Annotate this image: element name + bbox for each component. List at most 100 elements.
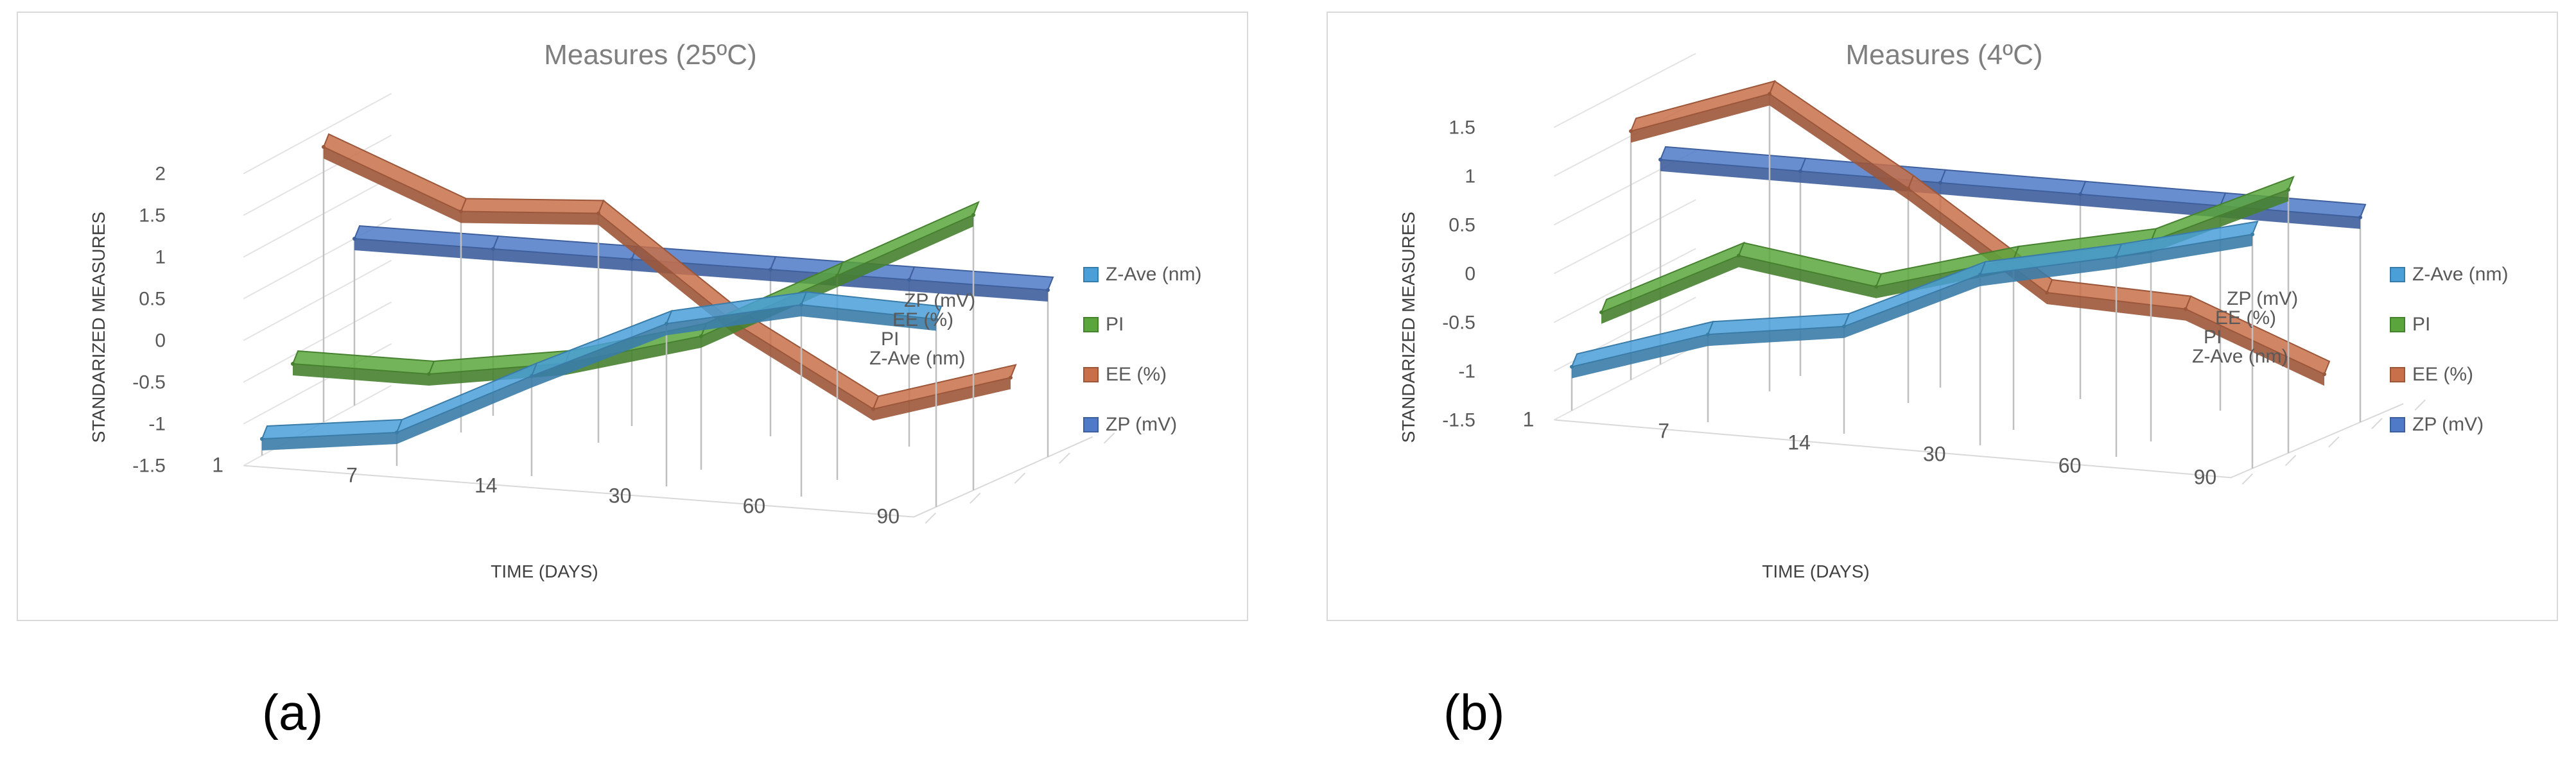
ribbon-face <box>397 376 532 444</box>
y-tick-label: 2 <box>155 164 166 185</box>
depth-tick <box>925 512 936 524</box>
data-point <box>1842 324 1846 329</box>
ribbon-face <box>262 432 397 450</box>
depth-axis-label: PI <box>881 329 899 350</box>
x-tick-label: 60 <box>2058 454 2082 477</box>
data-point <box>1768 92 1771 96</box>
floor-grid <box>1553 53 2426 485</box>
legend-label: EE (%) <box>1106 364 1167 385</box>
depth-tick <box>2414 399 2426 411</box>
legend-swatch-zp-mv <box>2390 417 2405 432</box>
subfigure-label-b: (b) <box>1443 684 1505 740</box>
ribbon-segment <box>1600 241 1745 314</box>
depth-tick <box>2328 436 2340 448</box>
x-axis-title: TIME (DAYS) <box>491 561 598 581</box>
data-point <box>1599 310 1603 314</box>
data-point <box>835 273 839 278</box>
data-point <box>2358 215 2362 219</box>
ribbon-face <box>493 249 632 271</box>
ribbon-segment <box>735 310 880 410</box>
legend-swatch-zp-mv <box>1083 417 1099 432</box>
gridline <box>1553 199 1696 275</box>
legend-swatch-pi <box>2390 317 2405 332</box>
depth-axis-label: ZP (mV) <box>2227 288 2298 309</box>
data-point <box>530 374 534 378</box>
ribbon-face <box>1980 257 2116 286</box>
x-tick-label: 14 <box>474 474 498 497</box>
gridline <box>243 134 392 216</box>
subfigure-label-a: (a) <box>262 684 324 740</box>
x-tick-label: 60 <box>743 495 766 518</box>
floor-edge <box>1554 403 2404 479</box>
data-point <box>491 247 495 251</box>
depth-axis-label: EE (%) <box>892 309 953 330</box>
depth-tick <box>2241 473 2254 485</box>
ribbon-face <box>873 377 1011 421</box>
y-tick-label: 0.5 <box>1449 214 1475 235</box>
x-tick-label: 1 <box>1523 407 1535 431</box>
data-point <box>427 372 431 376</box>
x-tick-label: 14 <box>1788 431 1811 454</box>
series-ee <box>1629 80 2331 403</box>
ribbon-segment <box>836 201 980 277</box>
ribbon-face <box>1601 255 1739 324</box>
gridline <box>1553 345 1696 421</box>
data-point <box>2250 232 2254 237</box>
legend-swatch-ee <box>1083 367 1099 382</box>
y-tick-label: -1 <box>1458 361 1475 382</box>
data-point <box>2322 372 2326 377</box>
ribbon-segment <box>908 266 1054 291</box>
data-point <box>1629 129 1633 133</box>
gridline <box>243 259 392 341</box>
ribbon-segment <box>872 364 1017 410</box>
depth-axis-label: PI <box>2204 327 2222 348</box>
data-point <box>291 362 295 366</box>
y-tick-label: -0.5 <box>1442 312 1475 333</box>
floor-edge <box>243 436 1093 518</box>
data-point <box>395 431 399 434</box>
data-point <box>1874 284 1878 289</box>
data-point <box>907 278 911 282</box>
legend: Z-Ave (nm) PI EE (%) ZP (mV) <box>2390 264 2508 435</box>
data-point <box>596 211 600 216</box>
ribbon-face <box>666 305 801 336</box>
gridline <box>243 176 392 258</box>
legend-swatch-ee <box>2390 367 2405 382</box>
x-tick-label: 30 <box>1923 442 1946 465</box>
data-point <box>1046 288 1050 292</box>
depth-tick <box>2371 418 2383 429</box>
data-point <box>871 407 875 411</box>
ribbon-segment <box>460 198 605 214</box>
series-z-ave-nm <box>260 291 943 507</box>
legend-label: EE (%) <box>2412 364 2473 385</box>
legend-swatch-z-ave-nm <box>2390 267 2405 282</box>
y-axis-title: STANDARIZED MEASURES <box>1398 212 1418 443</box>
data-point <box>934 317 938 321</box>
data-point <box>322 145 326 149</box>
ribbon-face <box>354 239 493 261</box>
data-point <box>665 321 668 326</box>
depth-tick <box>2284 454 2297 466</box>
data-point <box>2114 255 2118 259</box>
x-axis-title: TIME (DAYS) <box>1762 561 1869 581</box>
y-tick-label: 0 <box>155 330 166 352</box>
ribbon-face <box>909 280 1048 302</box>
data-point <box>1570 364 1574 369</box>
chart-panel-4c: 1.5 1 0.5 0 -0.5 -1 -1.5 1 7 14 30 60 90 ZP (mV) EE (%… <box>1327 12 2558 621</box>
y-tick-label: 1 <box>155 247 166 268</box>
ribbon-face <box>837 215 973 287</box>
ribbon-face <box>461 211 598 225</box>
y-tick-label: -1.5 <box>1442 409 1475 431</box>
ribbon-face <box>2080 194 2220 218</box>
y-tick-label: -0.5 <box>132 372 166 393</box>
data-point <box>1706 332 1710 337</box>
depth-tick <box>1059 452 1070 464</box>
legend: Z-Ave (nm) PI EE (%) ZP (mV) <box>1083 264 1201 435</box>
ribbon-face <box>1572 334 1708 379</box>
x-tick-label: 90 <box>876 505 900 528</box>
ribbon-face <box>1940 182 2080 206</box>
x-tick-label: 90 <box>2194 465 2217 488</box>
legend-label: ZP (mV) <box>1106 414 1177 435</box>
ribbon-face <box>736 323 873 421</box>
